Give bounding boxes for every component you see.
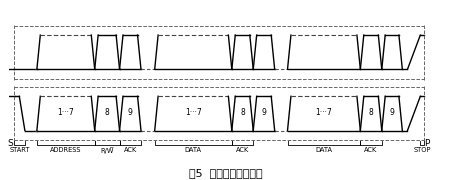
Text: 9: 9 — [262, 108, 267, 117]
Text: 8: 8 — [105, 108, 110, 117]
Text: ACK: ACK — [236, 147, 249, 153]
Text: ACK: ACK — [124, 147, 137, 153]
Text: STOP: STOP — [413, 147, 431, 153]
Text: START: START — [9, 147, 30, 153]
Text: DATA: DATA — [315, 147, 332, 153]
Text: 1···7: 1···7 — [316, 108, 332, 117]
Text: R/W̅: R/W̅ — [101, 147, 114, 154]
Text: P: P — [424, 139, 430, 148]
Text: 1···7: 1···7 — [57, 108, 74, 117]
Text: 8: 8 — [368, 108, 373, 117]
Text: DATA: DATA — [185, 147, 202, 153]
Text: ADDRESS: ADDRESS — [50, 147, 82, 153]
Text: 9: 9 — [390, 108, 395, 117]
Text: 8: 8 — [240, 108, 245, 117]
Text: S: S — [7, 139, 13, 148]
Text: 图5  总线上的数据传输: 图5 总线上的数据传输 — [189, 168, 262, 178]
Text: ACK: ACK — [364, 147, 377, 153]
Text: 1···7: 1···7 — [185, 108, 202, 117]
Text: 9: 9 — [128, 108, 133, 117]
